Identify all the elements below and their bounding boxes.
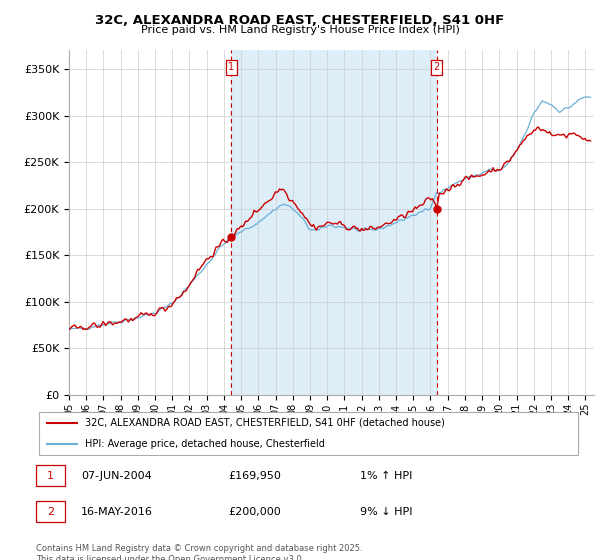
FancyBboxPatch shape <box>39 412 578 455</box>
Bar <box>232 50 437 395</box>
Text: 1% ↑ HPI: 1% ↑ HPI <box>360 471 412 481</box>
Text: 07-JUN-2004: 07-JUN-2004 <box>81 471 152 481</box>
Text: Price paid vs. HM Land Registry's House Price Index (HPI): Price paid vs. HM Land Registry's House … <box>140 25 460 35</box>
Text: 1: 1 <box>47 471 54 481</box>
Text: 32C, ALEXANDRA ROAD EAST, CHESTERFIELD, S41 0HF: 32C, ALEXANDRA ROAD EAST, CHESTERFIELD, … <box>95 14 505 27</box>
Text: 1: 1 <box>229 63 235 72</box>
Text: HPI: Average price, detached house, Chesterfield: HPI: Average price, detached house, Ches… <box>85 439 325 449</box>
Text: 32C, ALEXANDRA ROAD EAST, CHESTERFIELD, S41 0HF (detached house): 32C, ALEXANDRA ROAD EAST, CHESTERFIELD, … <box>85 418 445 428</box>
Text: 2: 2 <box>47 507 54 517</box>
Text: £200,000: £200,000 <box>228 507 281 517</box>
Text: 16-MAY-2016: 16-MAY-2016 <box>81 507 153 517</box>
Text: 9% ↓ HPI: 9% ↓ HPI <box>360 507 413 517</box>
Text: Contains HM Land Registry data © Crown copyright and database right 2025.
This d: Contains HM Land Registry data © Crown c… <box>36 544 362 560</box>
Text: £169,950: £169,950 <box>228 471 281 481</box>
Text: 2: 2 <box>434 63 440 72</box>
